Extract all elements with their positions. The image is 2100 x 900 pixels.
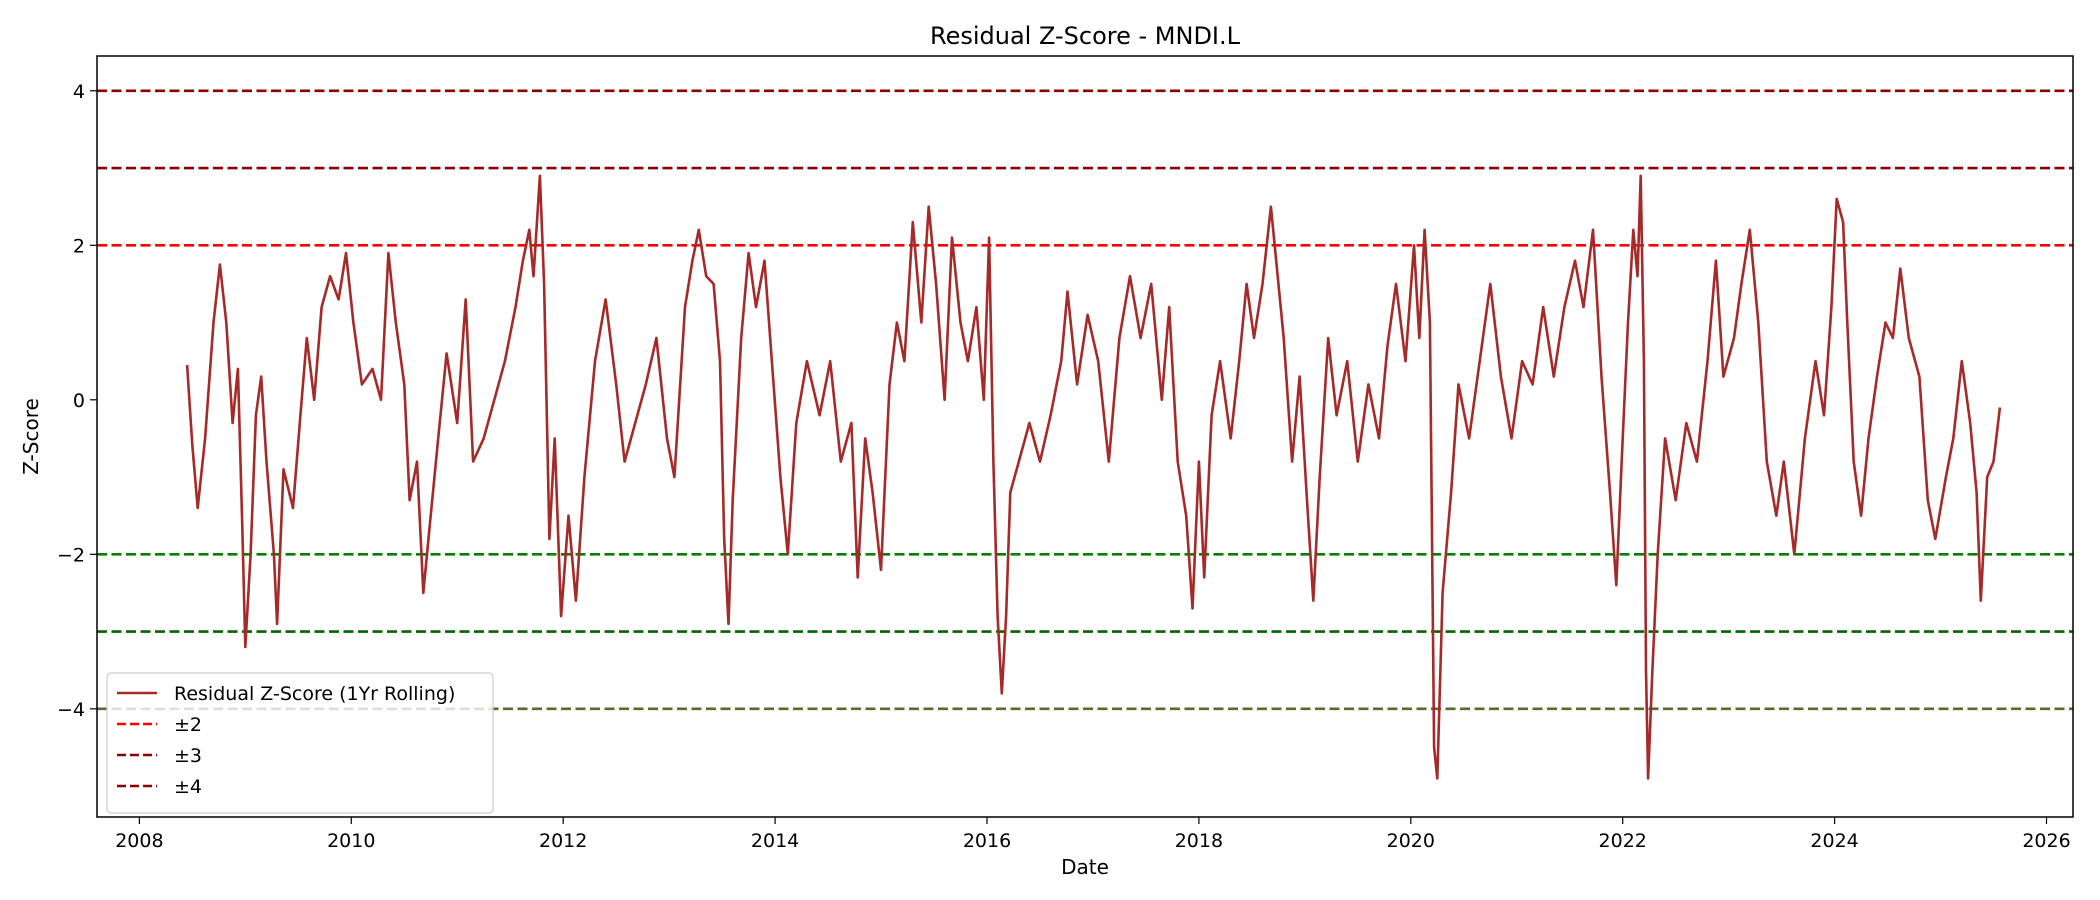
legend-label: ±2 <box>174 714 202 736</box>
x-tick-label: 2008 <box>115 830 163 852</box>
y-tick-label: −2 <box>57 544 85 566</box>
legend: Residual Z-Score (1Yr Rolling) ±2 ±3 ±4 <box>106 672 494 814</box>
x-tick-label: 2020 <box>1387 830 1435 852</box>
y-tick-label: 2 <box>73 235 85 257</box>
series-layer <box>185 174 2002 780</box>
x-tick-label: 2022 <box>1599 830 1647 852</box>
x-tick-label: 2018 <box>1175 830 1223 852</box>
x-tick-label: 2012 <box>539 830 587 852</box>
y-tick-label: 0 <box>73 390 85 412</box>
legend-label: Residual Z-Score (1Yr Rolling) <box>174 683 455 705</box>
y-tick-label: 4 <box>73 81 85 103</box>
x-tick-label: 2010 <box>327 830 375 852</box>
x-tick-label: 2026 <box>2022 830 2070 852</box>
x-axis: 2008 2010 2012 2014 2016 2018 2020 2022 2024 2026 <box>115 817 2071 852</box>
y-axis-title: Z-Score <box>19 398 43 475</box>
x-tick-label: 2014 <box>751 830 799 852</box>
series-line <box>185 174 2002 780</box>
legend-label: ±3 <box>174 745 202 767</box>
x-tick-label: 2024 <box>1810 830 1858 852</box>
y-tick-label: −4 <box>57 699 85 721</box>
reference-lines <box>97 89 2073 711</box>
legend-label: ±4 <box>174 776 202 798</box>
x-tick-label: 2016 <box>963 830 1011 852</box>
y-axis: 4 2 0 −2 −4 <box>57 81 97 721</box>
plot-frame <box>96 55 2074 818</box>
x-axis-title: Date <box>1061 855 1109 879</box>
chart-title: Residual Z-Score - MNDI.L <box>930 22 1241 50</box>
legend-box <box>106 672 494 814</box>
